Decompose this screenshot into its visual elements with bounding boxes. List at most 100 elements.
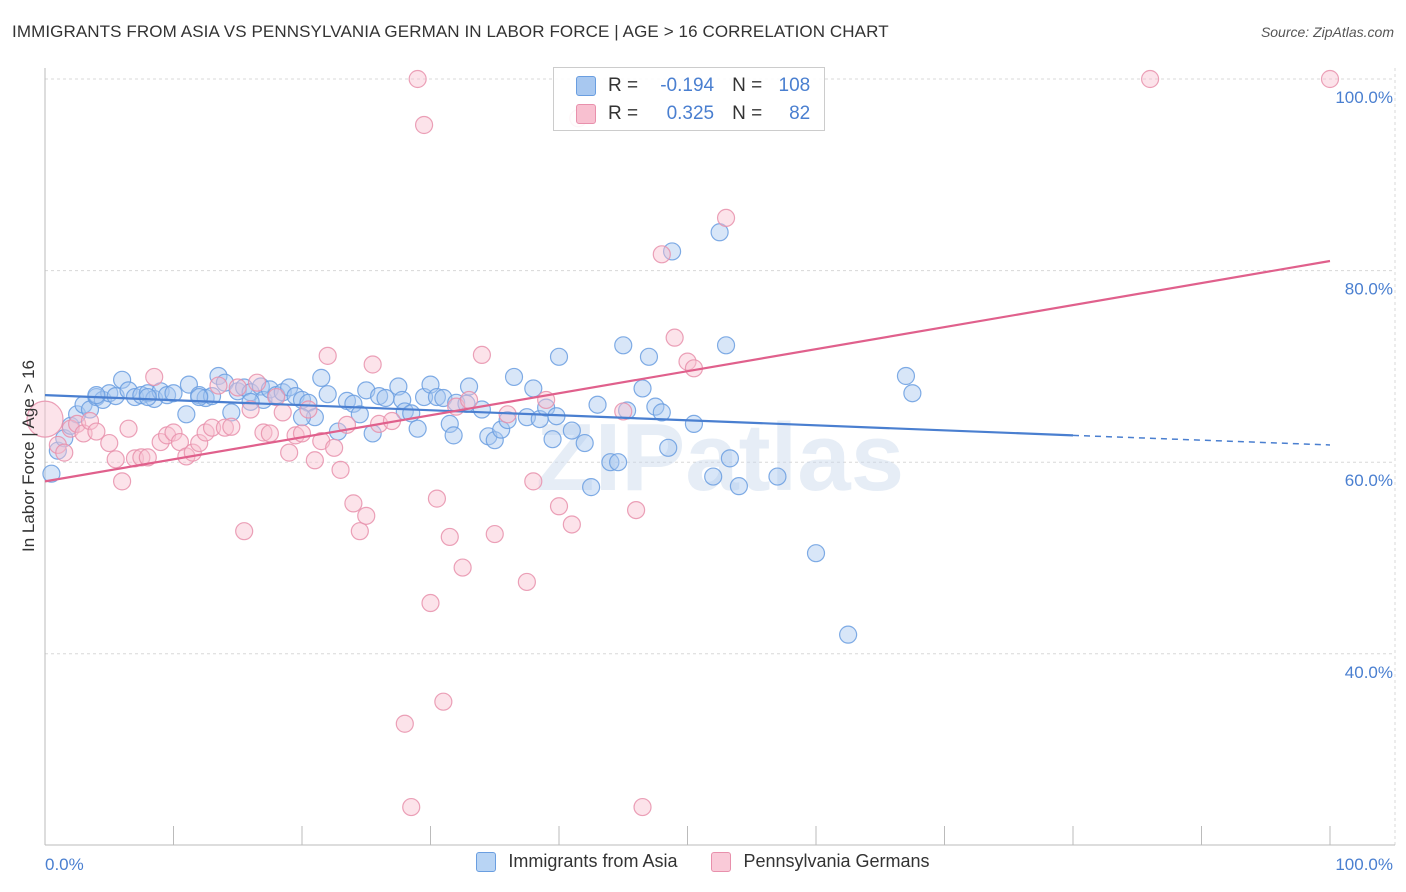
point-asia [504, 367, 524, 387]
legend-swatch-asia [476, 851, 497, 872]
y-tick-label: 80.0% [1345, 280, 1393, 299]
point-pa [87, 422, 106, 441]
point-asia [485, 431, 504, 450]
trend-line-asia-extension [1072, 434, 1331, 446]
y-tick-label: 40.0% [1345, 663, 1393, 682]
point-asia [684, 414, 704, 433]
point-asia [112, 370, 132, 389]
point-pa [614, 402, 633, 421]
point-asia [652, 403, 671, 422]
series-legend: Immigrants from Asia Pennsylvania German… [0, 851, 1406, 872]
point-asia [444, 426, 463, 445]
point-pa [215, 418, 234, 437]
point-asia [659, 438, 678, 457]
point-asia [164, 384, 183, 403]
point-pa [305, 451, 324, 470]
series-pa [26, 69, 1340, 817]
point-pa [260, 424, 279, 443]
point-pa [344, 494, 363, 513]
point-pa [485, 524, 504, 544]
point-asia [389, 377, 408, 396]
legend-n-label: N = [732, 103, 763, 124]
point-asia [87, 386, 106, 405]
legend-label-pa: Pennsylvania Germans [743, 851, 930, 871]
point-pa [190, 433, 209, 453]
point-pa [280, 443, 299, 462]
point-pa [273, 403, 292, 422]
point-asia [896, 366, 916, 386]
point-asia [190, 387, 209, 407]
point-pa [652, 245, 671, 264]
point-pa [440, 527, 459, 547]
point-pa [1140, 69, 1160, 89]
point-asia [370, 386, 389, 406]
point-asia [601, 453, 620, 472]
point-pa [517, 572, 536, 592]
legend-swatch-pa [711, 851, 732, 872]
point-pa [716, 208, 736, 228]
point-pa [164, 423, 183, 442]
point-pa [80, 411, 100, 431]
point-pa [267, 387, 286, 407]
point-pa [145, 367, 164, 387]
legend-item-asia: Immigrants from Asia [476, 851, 677, 872]
point-pa [363, 355, 382, 374]
point-pa [414, 115, 434, 135]
point-pa [524, 472, 543, 491]
point-asia [582, 478, 601, 497]
legend-swatch-asia [576, 76, 596, 96]
trend-lines [44, 259, 1331, 483]
point-asia [903, 384, 922, 403]
point-asia [427, 387, 447, 407]
point-pa [395, 714, 414, 733]
x-tick-label: 100.0% [1335, 855, 1393, 874]
point-asia [318, 385, 337, 404]
point-pa [357, 506, 376, 525]
point-asia [492, 420, 511, 439]
x-tick-label: 0.0% [45, 855, 84, 874]
point-asia [614, 336, 633, 355]
point-pa [472, 345, 491, 365]
point-pa [55, 443, 74, 462]
axes: 40.0% 60.0% 80.0% 100.0% 0.0% 100.0% [44, 68, 1395, 874]
legend-row-pa: R = 0.325 N = 82 [576, 101, 810, 127]
legend-n-label: N = [732, 75, 763, 96]
point-pa [318, 346, 337, 365]
legend-n-value: 82 [789, 103, 811, 124]
point-asia [806, 544, 826, 563]
legend-r-value: 0.325 [666, 103, 715, 124]
point-asia [588, 395, 607, 414]
point-pa [562, 515, 581, 534]
point-asia [177, 405, 196, 424]
point-asia [543, 430, 562, 449]
point-pa [325, 438, 344, 457]
point-asia [562, 421, 581, 440]
point-pa [247, 373, 267, 392]
point-pa [408, 69, 427, 89]
point-pa [106, 450, 125, 469]
legend-item-pa: Pennsylvania Germans [711, 851, 930, 872]
point-asia [138, 387, 157, 407]
point-asia [662, 242, 682, 261]
point-pa [138, 448, 157, 467]
legend-r-label: R = [608, 75, 639, 96]
point-pa [119, 419, 138, 438]
point-asia [222, 403, 241, 422]
point-pa [434, 692, 453, 711]
point-asia [498, 410, 517, 430]
point-pa [151, 432, 170, 452]
point-asia [440, 414, 459, 433]
y-axis-title: In Labor Force | Age > 16 [19, 360, 38, 552]
chart-title: IMMIGRANTS FROM ASIA VS PENNSYLVANIA GER… [12, 22, 889, 41]
point-pa [331, 460, 350, 479]
point-pa [633, 797, 652, 817]
legend-n-value: 108 [778, 75, 811, 96]
legend-label-asia: Immigrants from Asia [508, 851, 678, 871]
legend-r-label: R = [608, 103, 639, 124]
point-pa [254, 423, 273, 442]
point-pa [100, 433, 119, 453]
point-pa [453, 558, 472, 577]
point-asia [768, 467, 787, 486]
point-asia [704, 467, 723, 486]
